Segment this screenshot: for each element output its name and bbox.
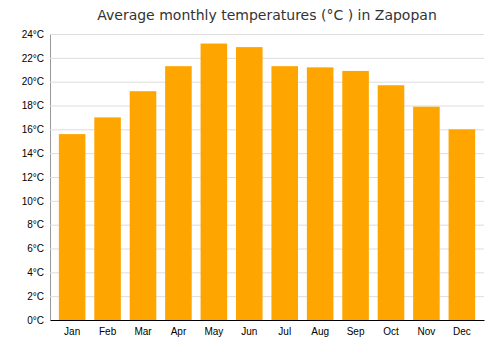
x-tick-label: Mar (134, 326, 152, 337)
bar (307, 67, 334, 320)
x-axis-line (51, 320, 485, 321)
y-tick-label: 8°C (27, 219, 44, 230)
bar (94, 117, 121, 320)
x-tick: Jan (64, 326, 80, 337)
x-tick: Feb (99, 326, 117, 337)
grid-line (50, 82, 484, 83)
x-tick: May (204, 326, 223, 337)
x-tick-label: May (204, 326, 223, 337)
x-tick: Jun (241, 326, 257, 337)
bar (130, 91, 157, 320)
bar (378, 85, 405, 320)
y-tick-label: 4°C (27, 267, 44, 278)
x-axis: Jan Feb Mar Apr May Jun Jul Aug Sep Oct Nov Dec (51, 321, 485, 338)
y-tick-label: 12°C (22, 172, 44, 183)
bar (449, 129, 476, 320)
bar (59, 134, 86, 320)
x-tick-label: Apr (171, 326, 187, 337)
y-axis: 0°C 2°C 4°C 6°C 8°C 10°C 12°C 14°C 16°C 18°C 20°C 2… (22, 29, 484, 326)
y-tick-label: 18°C (22, 100, 44, 111)
x-tick-label: Feb (99, 326, 117, 337)
x-tick-label: Jan (64, 326, 80, 337)
grid-line (50, 58, 484, 59)
bar (342, 71, 369, 320)
y-tick-label: 16°C (22, 124, 44, 135)
x-tick-label: Aug (311, 326, 329, 337)
x-tick: Jul (278, 326, 291, 337)
bar (271, 66, 298, 320)
y-tick-label: 10°C (22, 196, 44, 207)
x-tick: Dec (453, 326, 471, 337)
x-tick: Oct (383, 326, 399, 337)
x-tick-label: Sep (347, 326, 365, 337)
y-tick-label: 14°C (22, 148, 44, 159)
x-tick-label: Jul (278, 326, 291, 337)
bars (59, 44, 475, 320)
bar (201, 44, 228, 320)
y-tick-label: 2°C (27, 291, 44, 302)
bar (165, 66, 192, 320)
bar (413, 107, 440, 320)
plot: 0°C 2°C 4°C 6°C 8°C 10°C 12°C 14°C 16°C 18°C 20°C 2… (22, 29, 485, 337)
x-tick-label: Nov (418, 326, 436, 337)
bar (236, 47, 263, 320)
chart: 0°C 2°C 4°C 6°C 8°C 10°C 12°C 14°C 16°C 18°C 20°C 2… (0, 0, 500, 350)
grid-line (50, 34, 484, 35)
x-tick: Apr (171, 326, 187, 337)
x-tick-label: Oct (383, 326, 399, 337)
x-tick: Mar (134, 326, 152, 337)
x-tick-label: Dec (453, 326, 471, 337)
grid-line (50, 106, 484, 107)
y-tick: 24°C (22, 29, 484, 40)
y-tick-label: 0°C (27, 315, 44, 326)
x-tick: Aug (311, 326, 329, 337)
x-tick-label: Jun (241, 326, 257, 337)
y-tick-label: 20°C (22, 76, 44, 87)
grid-line (50, 320, 484, 321)
x-tick: Sep (347, 326, 365, 337)
title: Average monthly temperatures (°C ) in Za… (97, 7, 437, 23)
y-tick-label: 22°C (22, 53, 44, 64)
y-tick-label: 24°C (22, 29, 44, 40)
y-tick-label: 6°C (27, 243, 44, 254)
x-tick: Nov (418, 326, 436, 337)
